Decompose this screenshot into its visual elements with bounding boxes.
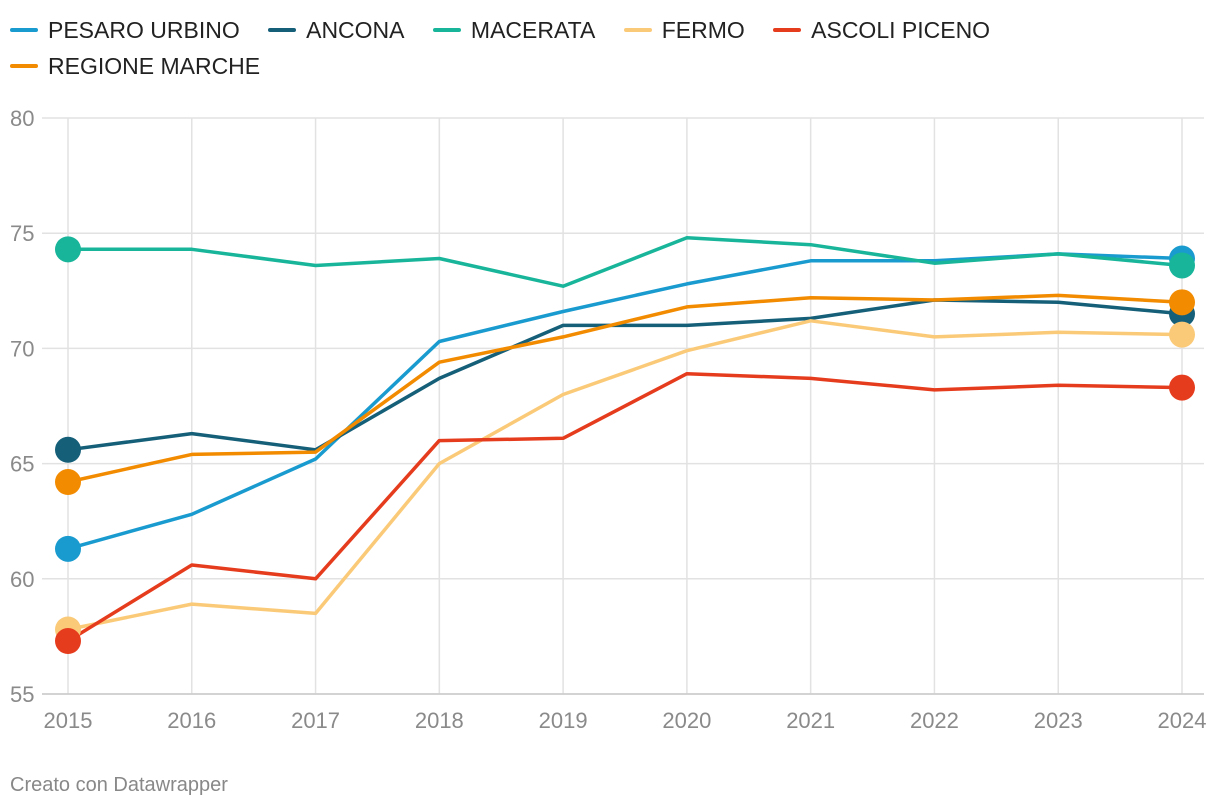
x-tick-label: 2016 (167, 708, 216, 733)
legend-swatch-pesaro-urbino (10, 27, 38, 32)
y-tick-label: 80 (10, 106, 34, 131)
series-line-ancona (66, 298, 1184, 452)
legend-item-macerata: MACERATA (432, 12, 596, 48)
start-point-ascoli-piceno (55, 628, 81, 655)
legend-swatch-ascoli-piceno (773, 27, 802, 32)
legend-item-pesaro-urbino: PESARO URBINO (10, 12, 240, 48)
legend-item-ascoli-piceno: ASCOLI PICENO (773, 12, 990, 48)
end-point-macerata (1169, 252, 1195, 279)
legend-item-ancona: ANCONA (268, 12, 405, 48)
end-point-ascoli-piceno (1169, 374, 1195, 401)
end-point-regione-marche (1169, 289, 1195, 316)
series-line-ascoli-piceno (66, 371, 1184, 643)
legend-label-pesaro-urbino: PESARO URBINO (48, 17, 240, 43)
x-tick-label: 2024 (1158, 708, 1207, 733)
x-tick-label: 2022 (910, 708, 959, 733)
legend-swatch-fermo (623, 27, 652, 32)
y-tick-label: 60 (10, 567, 34, 592)
x-tick-label: 2017 (291, 708, 340, 733)
start-point-macerata (55, 236, 81, 263)
footer-credit: Creato con Datawrapper (10, 774, 228, 796)
series-line-regione-marche (66, 293, 1184, 484)
start-point-pesaro-urbino (55, 535, 81, 562)
axes: 55 60 65 70 75 80 2015 2016 2017 2018 2019 2020 2021… (10, 106, 1206, 733)
legend-label-fermo: FERMO (661, 17, 745, 43)
end-point-fermo (1169, 321, 1195, 348)
start-point-regione-marche (55, 469, 81, 496)
y-tick-label: 55 (10, 682, 34, 707)
y-tick-label: 75 (10, 221, 34, 246)
x-tick-label: 2020 (662, 708, 711, 733)
legend-item-fermo: FERMO (623, 12, 745, 48)
series (55, 236, 1195, 655)
x-tick-label: 2015 (44, 708, 93, 733)
legend-swatch-macerata (432, 27, 461, 32)
legend-label-macerata: MACERATA (470, 17, 596, 43)
legend-label-ascoli-piceno: ASCOLI PICENO (811, 17, 991, 43)
legend-swatch-regione-marche (10, 63, 38, 68)
x-tick-label: 2018 (415, 708, 464, 733)
legend-item-regione-marche: REGIONE MARCHE (10, 48, 260, 84)
x-tick-label: 2023 (1034, 708, 1083, 733)
y-tick-label: 70 (10, 336, 34, 361)
legend-label-regione-marche: REGIONE MARCHE (48, 53, 261, 79)
legend-swatch-ancona (268, 27, 297, 32)
legend: PESARO URBINO ANCONA MACERATA FERMO ASCO… (10, 12, 1210, 84)
series-line-fermo (66, 319, 1184, 632)
y-tick-label: 65 (10, 452, 34, 477)
x-tick-label: 2021 (786, 708, 835, 733)
legend-label-ancona: ANCONA (306, 17, 405, 43)
start-point-ancona (55, 436, 81, 463)
x-tick-label: 2019 (539, 708, 588, 733)
series-line-macerata (66, 236, 1184, 288)
